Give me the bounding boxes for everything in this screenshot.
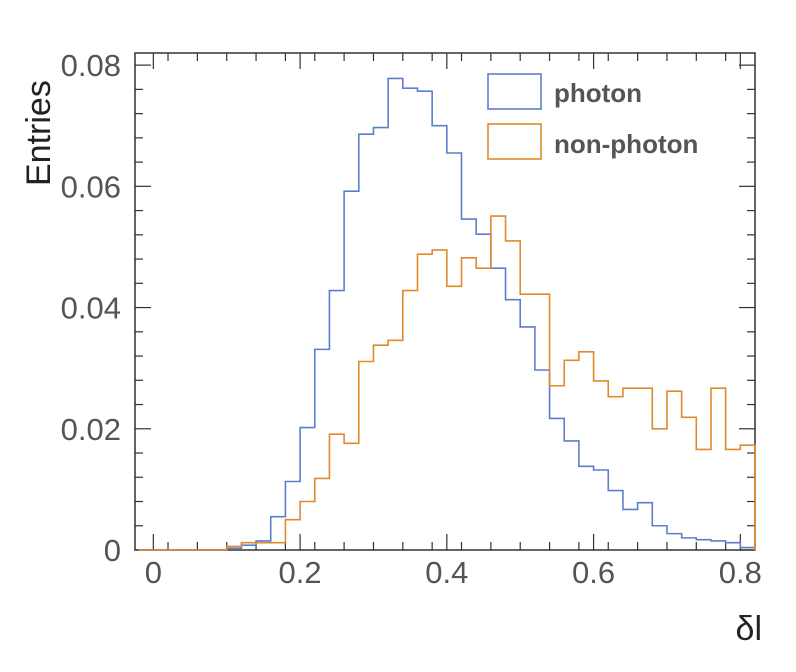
y-tick-label: 0.06 (61, 169, 121, 204)
axis-ticks (135, 53, 755, 551)
legend-label-photon: photon (554, 78, 642, 108)
y-axis-title: Entries (20, 80, 58, 186)
histogram-photon-line (138, 77, 755, 551)
x-tick-labels: 0 0.2 0.4 0.6 0.8 (145, 555, 762, 590)
y-tick-labels: 0 0.02 0.04 0.06 0.08 (61, 48, 121, 568)
y-tick-label: 0.02 (61, 412, 121, 447)
x-tick-label: 0.2 (279, 555, 322, 590)
histogram-non-photon-line (138, 215, 756, 551)
y-tick-label: 0.08 (61, 48, 121, 83)
x-axis-title: δl (736, 610, 762, 648)
legend-swatch-non-photon (487, 123, 542, 160)
plot-frame (134, 52, 756, 551)
x-tick-label: 0.6 (572, 555, 615, 590)
y-tick-label: 0 (104, 533, 121, 568)
histogram-series (138, 77, 756, 551)
x-tick-label: 0.8 (719, 555, 762, 590)
y-tick-label: 0.04 (61, 291, 121, 326)
x-tick-label: 0 (145, 555, 162, 590)
legend-label-non-photon: non-photon (554, 129, 698, 159)
legend-swatch-photon (487, 73, 542, 110)
x-tick-label: 0.4 (425, 555, 468, 590)
legend: photon non-photon (487, 73, 698, 160)
